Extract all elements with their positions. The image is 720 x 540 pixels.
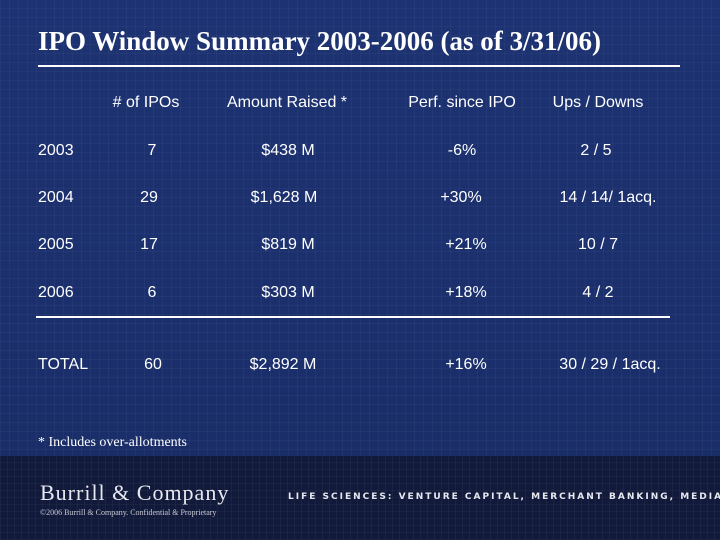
row-year: 2005: [38, 236, 74, 253]
row-year: 2003: [38, 142, 74, 159]
row-perf: +30%: [440, 189, 482, 206]
row-ipos: 6: [147, 284, 157, 301]
row-amount: $303 M: [261, 284, 315, 301]
row-ups-downs: 4 / 2: [582, 284, 614, 301]
row-ups-downs: 14 / 14/ 1acq.: [559, 189, 657, 206]
row-ipos: 29: [140, 189, 158, 206]
row-amount: $1,628 M: [250, 189, 318, 206]
header-perf: Perf. since IPO: [408, 94, 516, 111]
total-ups-downs: 30 / 29 / 1acq.: [559, 356, 661, 373]
header-ipos: # of IPOs: [112, 94, 180, 111]
row-ipos: 7: [147, 142, 157, 159]
header-amount: Amount Raised *: [226, 94, 348, 111]
row-year: 2004: [38, 189, 74, 206]
row-perf: +18%: [445, 284, 487, 301]
total-divider: [36, 316, 670, 318]
total-label: TOTAL: [38, 356, 89, 373]
row-amount: $819 M: [261, 236, 315, 253]
footer-band: Burrill & Company ©2006 Burrill & Compan…: [0, 456, 720, 540]
total-ipos: 60: [144, 356, 162, 373]
row-perf: +21%: [445, 236, 487, 253]
row-perf: -6%: [447, 142, 477, 159]
copyright-text: ©2006 Burrill & Company. Confidential & …: [40, 508, 217, 517]
company-tagline: LIFE SCIENCES: VENTURE CAPITAL, MERCHANT…: [288, 492, 720, 502]
company-logo: Burrill & Company: [40, 480, 230, 505]
header-ups-downs: Ups / Downs: [552, 94, 644, 111]
title-divider: [38, 65, 680, 67]
row-year: 2006: [38, 284, 74, 301]
slide-title: IPO Window Summary 2003-2006 (as of 3/31…: [38, 26, 602, 56]
footnote: * Includes over-allotments: [38, 435, 188, 450]
total-amount: $2,892 M: [249, 356, 317, 373]
row-ups-downs: 10 / 7: [577, 236, 619, 253]
total-perf: +16%: [445, 356, 487, 373]
row-ipos: 17: [140, 236, 158, 253]
row-amount: $438 M: [261, 142, 315, 159]
row-ups-downs: 2 / 5: [580, 142, 612, 159]
